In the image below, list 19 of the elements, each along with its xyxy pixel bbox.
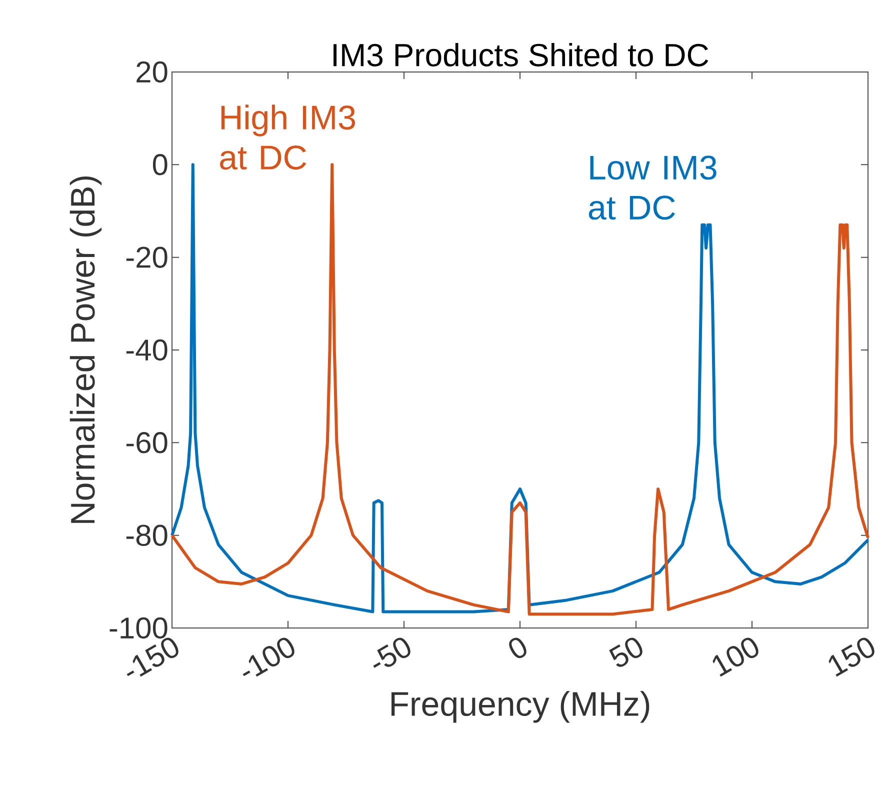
series-label: Low IM3 at DC [588,156,716,220]
y-tick-label: -60 [126,432,168,454]
y-tick-label: 0 [152,154,168,176]
x-tick-label: 150 [828,638,874,677]
x-tick-label: 100 [712,638,758,677]
x-tick-label: -150 [126,638,178,677]
y-tick-label: -20 [126,246,168,268]
x-axis-title: Frequency (MHz) [391,691,650,723]
x-tick-label: -50 [373,638,410,668]
chart-title: IM3 Products Shited to DC [334,42,708,66]
y-tick-label: -40 [126,339,168,361]
y-tick-label: -100 [110,617,168,639]
x-tick-label: 50 [609,638,642,667]
series-label: High IM3 at DC [220,104,356,170]
y-axis-title: Normalized Power (dB) [70,176,102,523]
x-tick-label: 0 [509,638,526,658]
y-tick-label: -80 [126,524,168,546]
x-tick-label: -100 [242,638,294,677]
y-tick-label: 20 [136,61,168,83]
